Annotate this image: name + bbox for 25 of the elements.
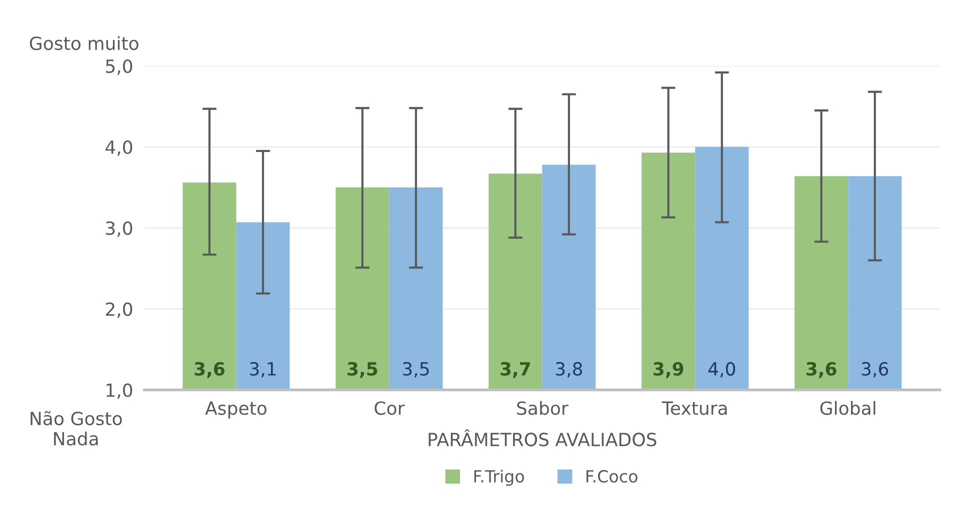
data-label: 3,6 xyxy=(194,362,224,378)
legend-label: F.Coco xyxy=(586,470,638,483)
data-label: 3,8 xyxy=(556,362,582,378)
y-tick-label: 1,0 xyxy=(106,383,132,399)
y-tick-label: 3,0 xyxy=(106,221,132,237)
x-tick-label: Cor xyxy=(374,401,405,415)
x-tick-label: Textura xyxy=(662,402,727,415)
y-tick-label: 2,0 xyxy=(106,302,132,318)
x-axis-title: PARÂMETROS AVALIADOS xyxy=(428,429,656,446)
data-label: 4,0 xyxy=(708,362,736,378)
x-tick-label: Global xyxy=(820,401,876,415)
data-label: 3,6 xyxy=(862,362,888,378)
text: Gosto muito xyxy=(30,36,138,50)
y-tick-label: 5,0 xyxy=(106,59,132,75)
x-tick-label: Sabor xyxy=(517,401,568,415)
data-label: 3,5 xyxy=(348,362,378,378)
data-label: 3,9 xyxy=(654,362,684,378)
data-label: 3,5 xyxy=(402,362,429,378)
data-label: 3,7 xyxy=(500,362,530,378)
y-tick-label: 4,0 xyxy=(106,140,132,156)
data-label: 3,6 xyxy=(806,362,836,378)
legend-label: F.Trigo xyxy=(474,470,524,486)
x-tick-label: Aspeto xyxy=(205,402,266,418)
text: Não Gosto Nada xyxy=(30,411,122,446)
data-label: 3,1 xyxy=(250,362,276,378)
